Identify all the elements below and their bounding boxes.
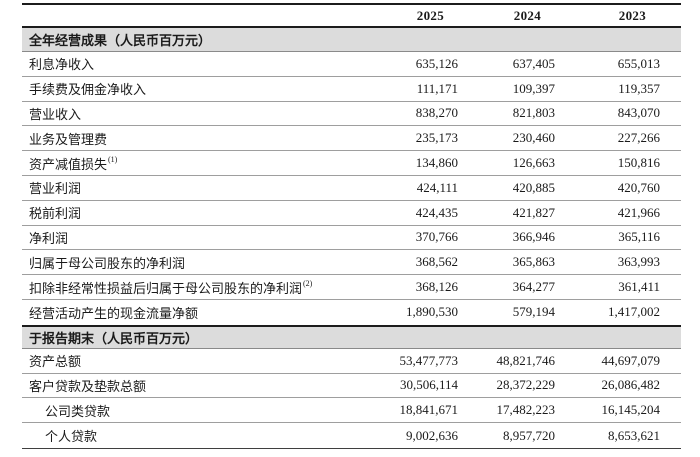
row-label: 扣除非经常性损益后归属于母公司股东的净利润(2) <box>29 279 313 296</box>
value-2023: 150,816 <box>617 155 660 171</box>
value-2023: 420,760 <box>617 179 660 195</box>
value-2025: 235,173 <box>415 130 458 146</box>
value-2024: 230,460 <box>512 130 555 146</box>
value-2025: 368,562 <box>415 254 458 270</box>
value-2023: 421,966 <box>617 204 660 220</box>
value-2025: 370,766 <box>415 229 458 245</box>
table-row: 个人贷款 9,002,636 8,957,720 8,653,621 <box>22 423 681 448</box>
value-2025: 18,841,671 <box>399 402 459 418</box>
row-label: 利息净收入 <box>29 57 95 73</box>
value-2024: 17,482,223 <box>496 402 556 418</box>
value-2024: 637,405 <box>512 55 555 71</box>
value-2023: 361,411 <box>618 279 660 295</box>
value-2024: 421,827 <box>512 204 555 220</box>
value-2025: 111,171 <box>416 80 458 96</box>
table-row: 资产减值损失(1) 134,860 126,663 150,816 <box>22 151 681 176</box>
value-2023: 119,357 <box>618 80 660 96</box>
value-2025: 635,126 <box>415 55 458 71</box>
table-row: 经营活动产生的现金流量净额 1,890,530 579,194 1,417,00… <box>22 300 681 325</box>
row-label: 手续费及佣金净收入 <box>29 82 147 98</box>
value-2023: 26,086,482 <box>601 377 661 393</box>
value-2025: 424,111 <box>416 179 458 195</box>
value-2025: 53,477,773 <box>399 352 459 368</box>
value-2025: 30,506,114 <box>399 377 458 393</box>
column-header-2024: 2024 <box>513 7 541 23</box>
value-2025: 368,126 <box>415 279 458 295</box>
value-2024: 28,372,229 <box>496 377 556 393</box>
table-header-row: 2025 2024 2023 <box>22 5 681 28</box>
table-row: 资产总额 53,477,773 48,821,746 44,697,079 <box>22 349 681 374</box>
row-label: 税前利润 <box>29 206 82 222</box>
value-2023: 227,266 <box>617 130 660 146</box>
value-2023: 16,145,204 <box>601 402 661 418</box>
table-row: 税前利润 424,435 421,827 421,966 <box>22 201 681 226</box>
row-label: 业务及管理费 <box>29 131 108 147</box>
row-label: 公司类贷款 <box>45 403 111 419</box>
section-rows-at-period-end: 资产总额 53,477,773 48,821,746 44,697,079 客户… <box>22 349 681 448</box>
value-2023: 8,653,621 <box>608 427 660 443</box>
value-2025: 838,270 <box>415 105 458 121</box>
value-2023: 365,116 <box>618 229 660 245</box>
value-2024: 366,946 <box>512 229 555 245</box>
table-row: 归属于母公司股东的净利润 368,562 365,863 363,993 <box>22 250 681 276</box>
footnote-superscript: (1) <box>108 155 118 165</box>
row-label: 个人贷款 <box>45 429 98 445</box>
column-header-2023: 2023 <box>618 7 646 23</box>
value-2023: 843,070 <box>617 105 660 121</box>
row-label: 净利润 <box>29 230 69 246</box>
value-2025: 9,002,636 <box>406 427 458 443</box>
value-2025: 424,435 <box>415 204 458 220</box>
table-row: 手续费及佣金净收入 111,171 109,397 119,357 <box>22 77 681 102</box>
table-row: 营业利润 424,111 420,885 420,760 <box>22 176 681 201</box>
row-label: 资产总额 <box>29 354 82 370</box>
row-label: 客户贷款及垫款总额 <box>29 378 147 394</box>
value-2023: 363,993 <box>617 254 660 270</box>
value-2025: 134,860 <box>415 155 458 171</box>
row-label: 资产减值损失(1) <box>29 155 118 172</box>
row-label: 营业利润 <box>29 181 82 197</box>
row-label: 营业收入 <box>29 106 82 122</box>
column-header-2025: 2025 <box>416 7 444 23</box>
value-2024: 365,863 <box>512 254 555 270</box>
value-2024: 420,885 <box>512 179 555 195</box>
value-2024: 109,397 <box>512 80 555 96</box>
section-header-annual-operating-results: 全年经营成果（人民币百万元） <box>22 28 681 52</box>
row-label: 经营活动产生的现金流量净额 <box>29 305 199 321</box>
table-row: 营业收入 838,270 821,803 843,070 <box>22 102 681 127</box>
section-rows-annual-operating-results: 利息净收入 635,126 637,405 655,013 手续费及佣金净收入 … <box>22 52 681 325</box>
table-row: 扣除非经常性损益后归属于母公司股东的净利润(2) 368,126 364,277… <box>22 275 681 300</box>
value-2023: 1,417,002 <box>608 304 660 320</box>
value-2024: 8,957,720 <box>503 427 555 443</box>
value-2024: 579,194 <box>512 304 555 320</box>
table-row: 公司类贷款 18,841,671 17,482,223 16,145,204 <box>22 398 681 424</box>
table-row: 客户贷款及垫款总额 30,506,114 28,372,229 26,086,4… <box>22 374 681 399</box>
footnote-superscript: (2) <box>303 279 313 289</box>
table-row: 利息净收入 635,126 637,405 655,013 <box>22 52 681 77</box>
value-2023: 44,697,079 <box>601 352 661 368</box>
row-label: 归属于母公司股东的净利润 <box>29 255 186 271</box>
value-2024: 48,821,746 <box>496 352 556 368</box>
value-2024: 821,803 <box>512 105 555 121</box>
value-2023: 655,013 <box>617 55 660 71</box>
section-header-at-period-end: 于报告期末（人民币百万元） <box>22 324 681 349</box>
value-2025: 1,890,530 <box>406 304 458 320</box>
table-row: 净利润 370,766 366,946 365,116 <box>22 226 681 251</box>
value-2024: 126,663 <box>512 155 555 171</box>
value-2024: 364,277 <box>512 279 555 295</box>
financial-summary-table: 2025 2024 2023 全年经营成果（人民币百万元） 利息净收入 635,… <box>22 3 681 449</box>
table-row: 业务及管理费 235,173 230,460 227,266 <box>22 126 681 152</box>
